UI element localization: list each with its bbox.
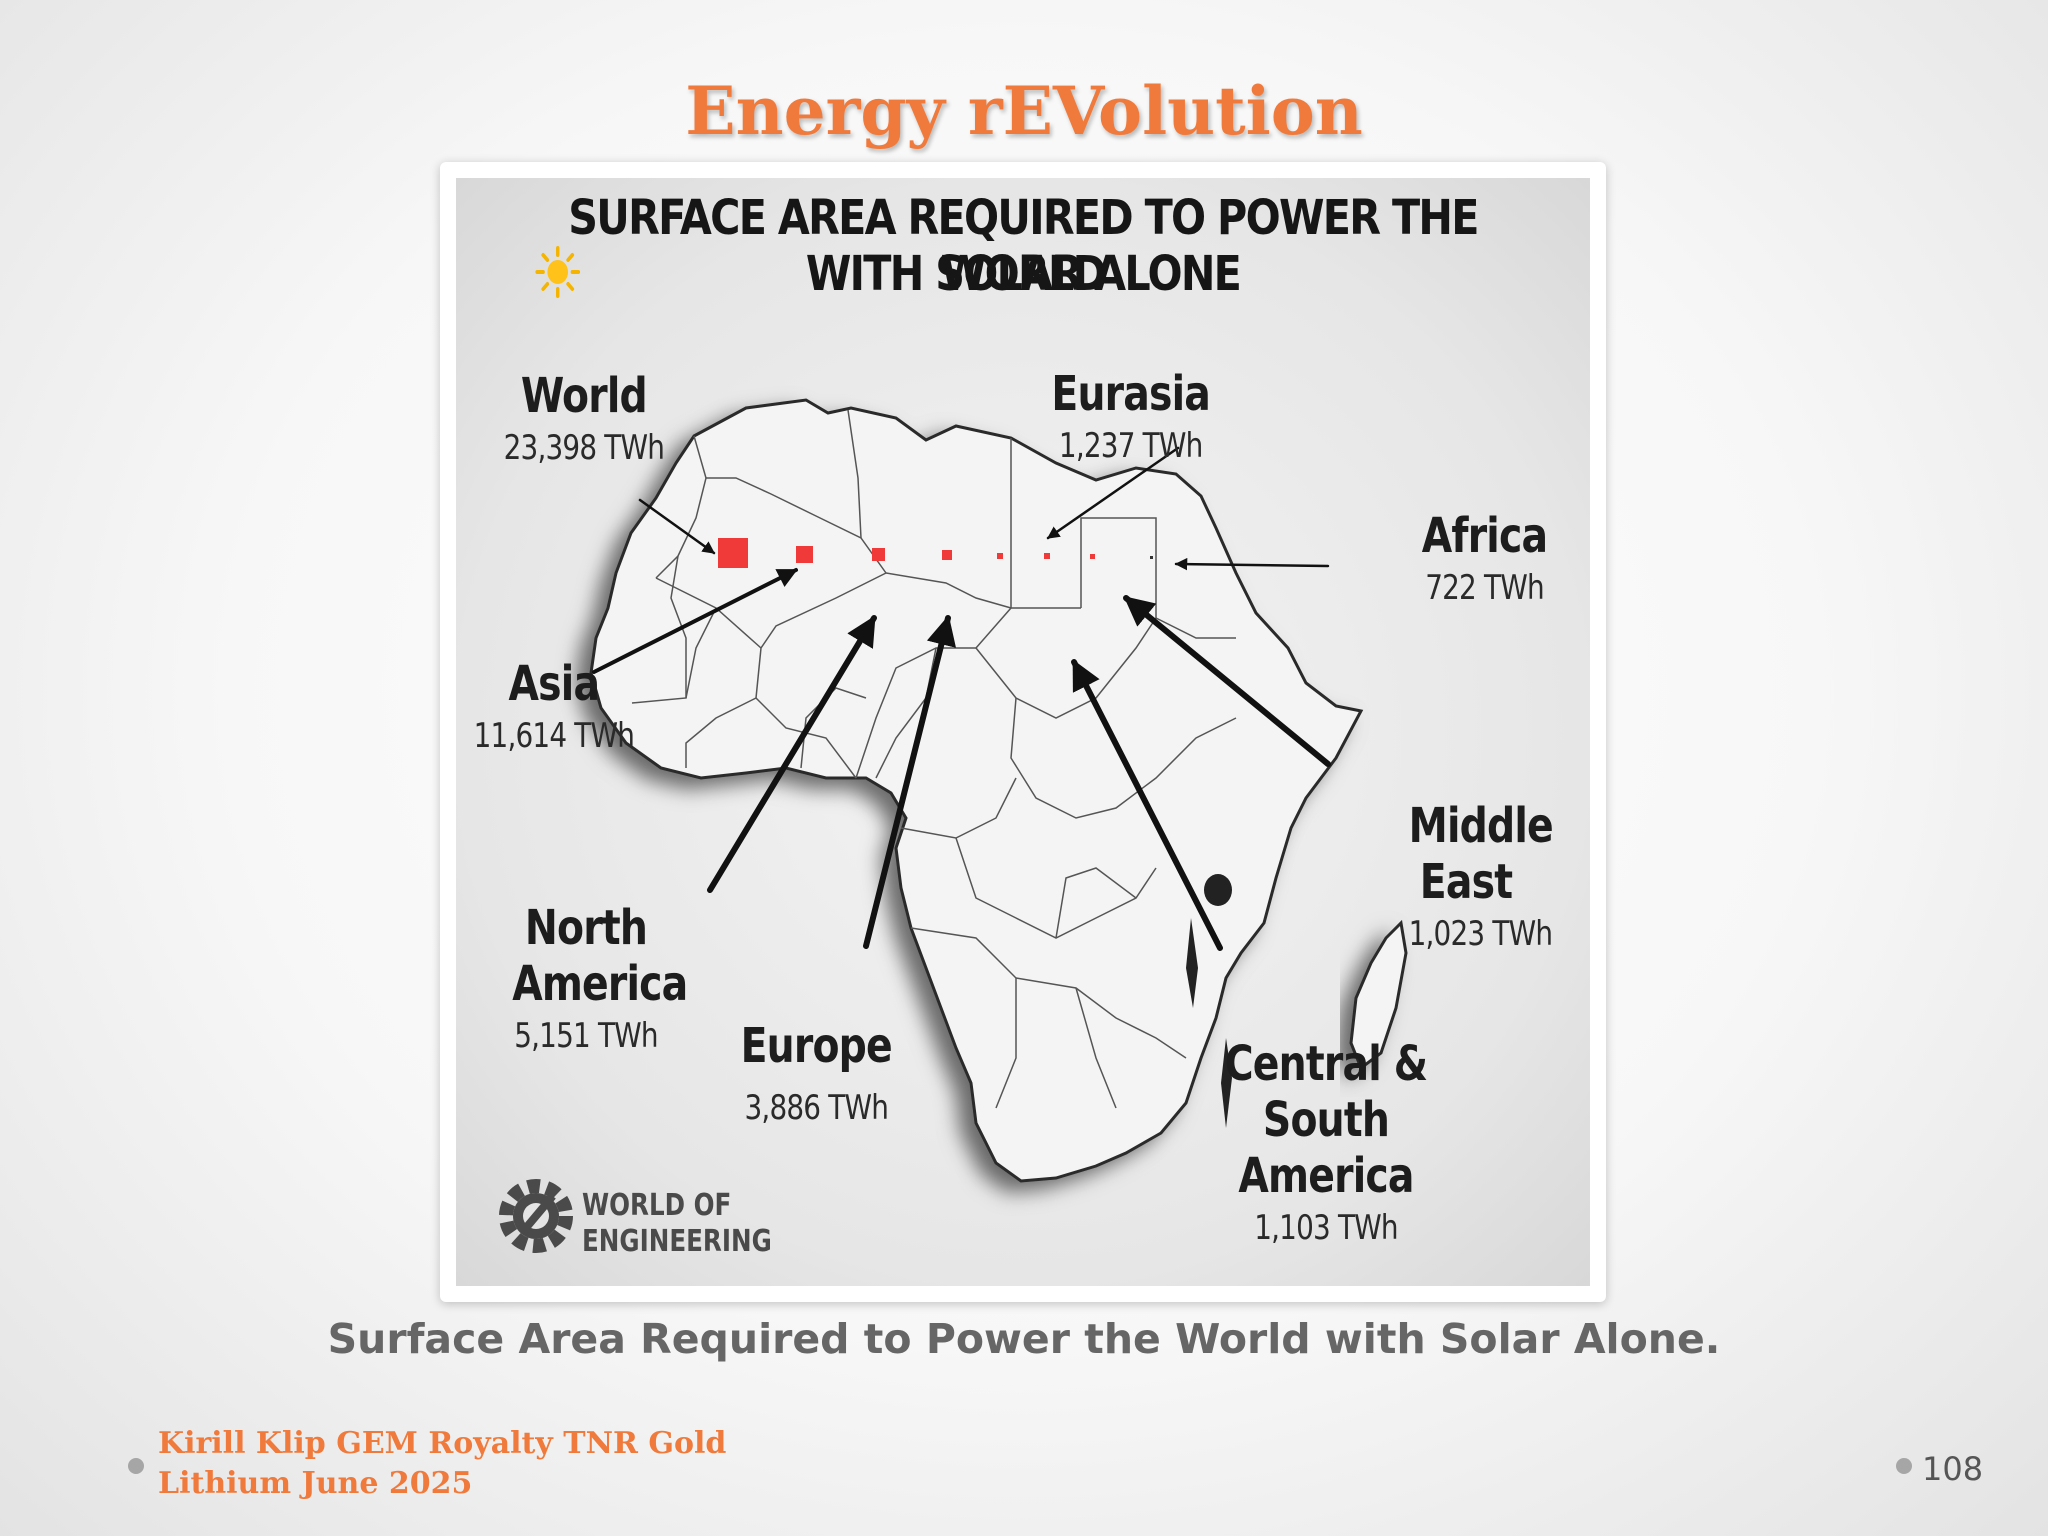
solar-square-central-south-america <box>997 553 1003 559</box>
label-north-america: North America 5,151 TWh <box>512 900 688 1056</box>
label-asia: Asia 11,614 TWh <box>473 656 635 756</box>
logo-line2: ENGINEERING <box>582 1224 772 1259</box>
gear-wrench-icon <box>499 1179 573 1253</box>
solar-square-middle-east <box>1090 554 1095 559</box>
arrow-north-america <box>707 615 877 893</box>
solar-square-africa <box>1150 556 1153 559</box>
footer-line2: Lithium June 2025 <box>158 1466 473 1501</box>
footer-credit: Kirill Klip GEM Royalty TNR Gold Lithium… <box>158 1424 726 1504</box>
africa-map <box>499 398 1408 1253</box>
label-africa: Africa 722 TWh <box>1421 508 1548 608</box>
solar-square-asia <box>796 546 813 563</box>
world-of-engineering-logo: WORLD OF ENGINEERING <box>576 1188 813 1260</box>
lake-tanganyika <box>1186 918 1198 1008</box>
arrow-middle-east <box>1123 595 1331 767</box>
arrow-central-south-america <box>1071 659 1223 951</box>
page-number: 108 <box>1922 1450 1984 1488</box>
pointer-arrows <box>592 446 1331 951</box>
label-world: World 23,398 TWh <box>503 368 665 468</box>
africa-outline <box>589 398 1364 1183</box>
slide-caption: Surface Area Required to Power the World… <box>327 1315 1721 1363</box>
label-eurasia: Eurasia 1,237 TWh <box>1051 366 1211 466</box>
lake-malawi <box>1221 1038 1232 1128</box>
infographic-title-line2: WITH SOLAR ALONE <box>805 246 1242 302</box>
arrow-africa <box>1174 557 1330 571</box>
footer-bullet <box>128 1458 144 1474</box>
label-central-south-america: Central & South America 1,103 TWh <box>1224 1036 1428 1248</box>
solar-square-eurasia <box>1044 553 1050 559</box>
infographic-frame: SURFACE AREA REQUIRED TO POWER THE WORLD… <box>440 162 1606 1302</box>
sun-icon <box>535 246 581 298</box>
madagascar <box>1349 919 1408 1071</box>
footer-line1: Kirill Klip GEM Royalty TNR Gold <box>158 1426 727 1461</box>
slide-title: Energy rEVolution <box>685 72 1363 150</box>
logo-line1: WORLD OF <box>582 1188 732 1223</box>
arrow-eurasia <box>1046 446 1180 540</box>
infographic-title-line2-wrap: WITH SOLAR ALONE <box>535 246 1510 302</box>
page-number-bullet <box>1896 1458 1912 1474</box>
solar-square-europe <box>942 550 952 560</box>
label-europe: Europe 3,886 TWh <box>740 1018 893 1128</box>
solar-area-squares <box>718 538 1153 568</box>
infographic-title-line1: SURFACE AREA REQUIRED TO POWER THE WORLD <box>568 190 1479 302</box>
lake-victoria <box>1204 874 1232 906</box>
label-middle-east: Middle East 1,023 TWh <box>1408 798 1554 954</box>
solar-square-world <box>718 538 748 568</box>
solar-square-north-america <box>872 548 885 561</box>
arrow-europe <box>863 615 957 949</box>
arrow-world <box>638 498 716 555</box>
arrow-asia <box>592 568 798 674</box>
infographic-image: SURFACE AREA REQUIRED TO POWER THE WORLD… <box>456 178 1590 1286</box>
country-borders <box>631 409 1237 1109</box>
